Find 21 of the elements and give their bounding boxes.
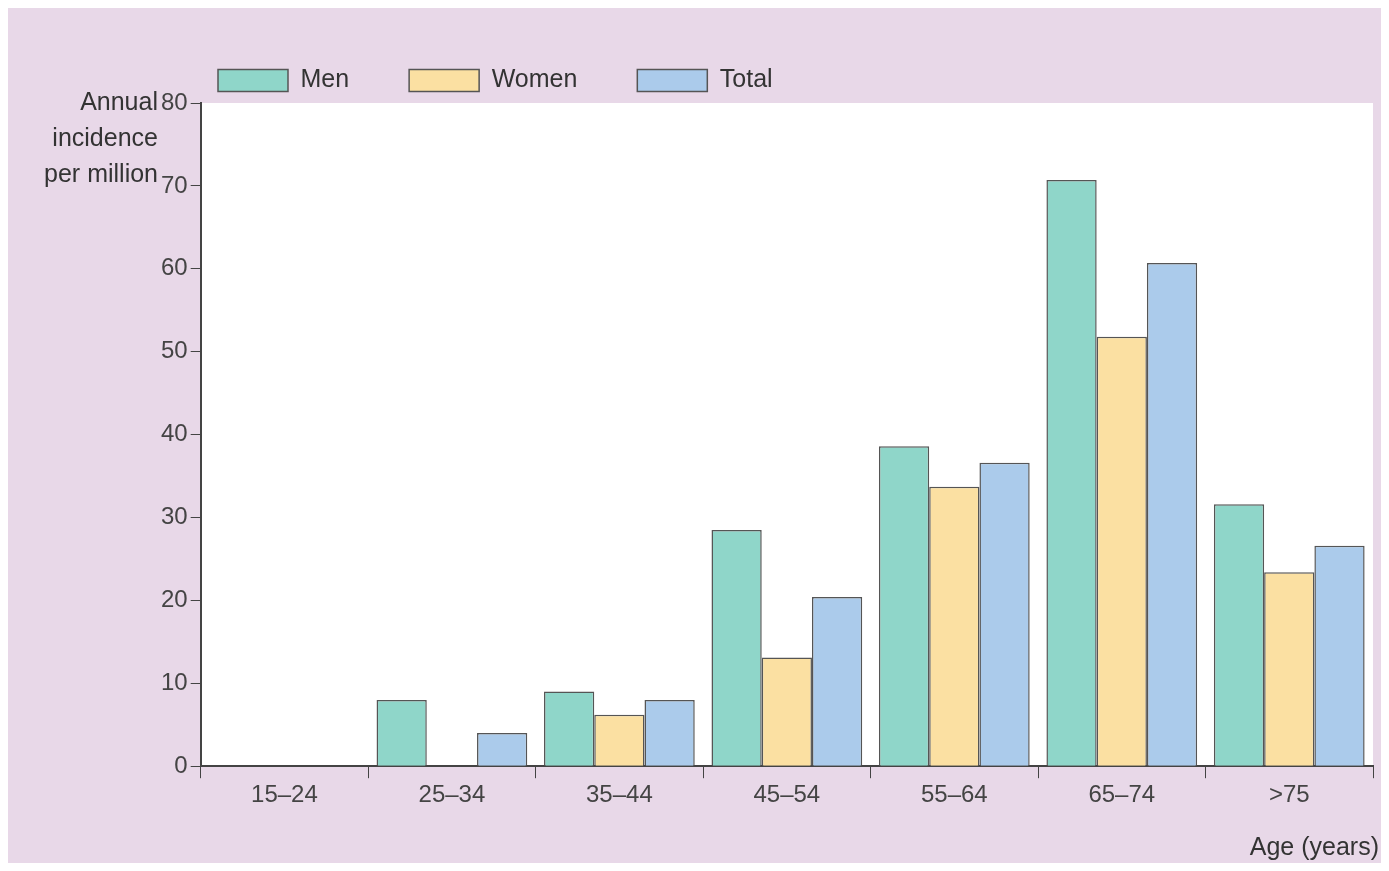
legend-label: Men — [300, 64, 350, 93]
y-tick-label: 70 — [160, 170, 188, 198]
y-tick-label: 10 — [160, 667, 188, 695]
legend-label: Total — [719, 64, 773, 93]
x-tick-label: 65–74 — [1088, 780, 1156, 808]
x-tick-label: 55–64 — [920, 780, 988, 808]
y-tick-label: 50 — [160, 336, 188, 364]
x-axis-title: Age (years) — [1249, 832, 1379, 861]
x-tick-label: 35–44 — [586, 780, 653, 808]
x-tick-label: >75 — [1268, 780, 1310, 808]
y-tick-label: 0 — [174, 750, 188, 778]
y-tick-label: 40 — [160, 419, 188, 447]
x-tick-label: 25–34 — [418, 780, 486, 808]
y-tick-label: 30 — [160, 502, 188, 530]
y-tick-label: 20 — [160, 585, 188, 613]
x-tick-label: 45–54 — [753, 780, 821, 808]
legend-label: Women — [491, 64, 578, 93]
y-tick-label: 80 — [160, 87, 188, 115]
x-tick-label: 15–24 — [251, 780, 318, 808]
y-axis-title: Annual incidence per million — [44, 86, 158, 187]
y-tick-label: 60 — [160, 253, 188, 281]
